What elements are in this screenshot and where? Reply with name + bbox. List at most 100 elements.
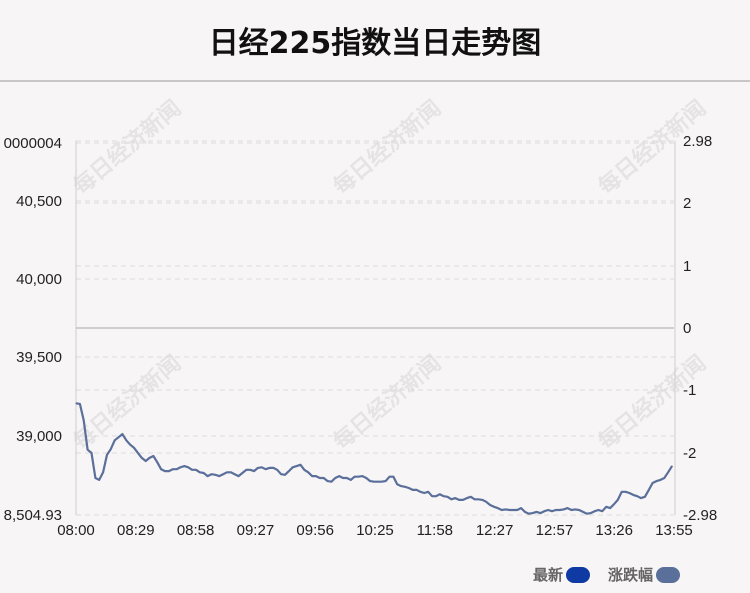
data-point — [330, 481, 332, 483]
data-point — [400, 485, 402, 487]
data-point — [369, 480, 371, 482]
data-point — [605, 506, 607, 508]
data-point — [617, 499, 619, 501]
data-point — [284, 474, 286, 476]
data-point — [334, 477, 336, 479]
data-point — [505, 508, 507, 510]
data-point — [203, 472, 205, 474]
data-point — [280, 473, 282, 475]
data-point — [187, 466, 189, 468]
data-point — [667, 471, 669, 473]
data-point — [586, 513, 588, 515]
data-point — [354, 476, 356, 478]
data-point — [485, 501, 487, 503]
data-point — [121, 433, 123, 435]
data-point — [114, 439, 116, 441]
data-point — [551, 510, 553, 512]
data-point — [141, 457, 143, 459]
data-point — [350, 479, 352, 481]
right-tick-label: 2 — [683, 195, 691, 212]
x-tick-label: 10:25 — [356, 522, 394, 539]
data-point — [230, 471, 232, 473]
data-point — [118, 436, 120, 438]
data-point — [172, 468, 174, 470]
data-point — [621, 491, 623, 493]
data-point — [454, 497, 456, 499]
data-point — [195, 469, 197, 471]
data-point — [327, 480, 329, 482]
data-point — [365, 477, 367, 479]
data-point — [342, 477, 344, 479]
data-point — [396, 483, 398, 485]
data-point — [555, 509, 557, 511]
series-line-change — [75, 402, 673, 515]
data-point — [323, 477, 325, 479]
data-point — [458, 499, 460, 501]
data-point — [423, 492, 425, 494]
x-tick-label: 08:29 — [117, 522, 155, 539]
left-tick-label: 39,500 — [16, 349, 62, 366]
data-point — [543, 510, 545, 512]
chart-title: 日经225指数当日走势图 — [208, 26, 542, 61]
data-point — [644, 496, 646, 498]
legend-item-latest[interactable]: 最新 — [533, 564, 591, 585]
legend-label: 最新 — [533, 566, 564, 584]
data-point — [446, 496, 449, 498]
data-point — [528, 513, 530, 515]
data-point — [90, 452, 93, 454]
left-tick-label: 39,000 — [16, 428, 62, 445]
data-point — [632, 494, 634, 496]
data-point — [94, 477, 96, 479]
data-point — [439, 493, 441, 495]
data-point — [574, 508, 576, 510]
data-point — [288, 470, 290, 472]
data-point — [75, 402, 77, 404]
data-point — [276, 469, 278, 471]
data-point — [218, 475, 220, 477]
x-tick-label: 09:56 — [296, 522, 334, 539]
right-tick-label: -1 — [683, 382, 696, 399]
data-point — [416, 489, 418, 491]
data-point — [87, 449, 89, 451]
right-tick-label: 0 — [683, 320, 691, 337]
data-point — [176, 468, 178, 470]
data-point — [319, 477, 321, 479]
data-point — [83, 419, 85, 421]
right-tick-label: 1 — [683, 258, 691, 275]
data-point — [106, 454, 108, 456]
data-point — [315, 475, 317, 477]
data-point — [520, 507, 522, 509]
data-point — [539, 512, 542, 514]
left-tick-label: 0000004 — [4, 135, 62, 152]
data-point — [601, 510, 603, 512]
legend-item-change[interactable]: 涨跌幅 — [608, 564, 681, 585]
x-tick-label: 08:58 — [177, 522, 215, 539]
data-point — [361, 475, 363, 477]
data-point — [214, 474, 216, 476]
data-point — [156, 461, 158, 463]
data-point — [659, 479, 662, 481]
data-point — [253, 470, 255, 472]
data-point — [655, 480, 658, 482]
data-point — [179, 466, 182, 468]
data-point — [222, 473, 224, 475]
data-point — [381, 481, 383, 483]
data-point — [125, 439, 127, 441]
data-point — [303, 469, 305, 471]
legend-swatch — [656, 566, 681, 583]
data-point — [466, 497, 468, 499]
data-point — [640, 497, 642, 499]
data-point — [168, 470, 170, 472]
x-tick-label: 09:27 — [237, 522, 275, 539]
data-point — [357, 476, 360, 478]
right-tick-label: -2 — [683, 445, 696, 462]
data-point — [582, 511, 584, 513]
data-point — [207, 475, 209, 477]
data-point — [241, 472, 243, 474]
data-point — [145, 460, 147, 462]
x-tick-label: 12:57 — [536, 522, 574, 539]
data-point — [257, 467, 259, 469]
data-point — [597, 509, 600, 511]
data-point — [299, 464, 302, 466]
